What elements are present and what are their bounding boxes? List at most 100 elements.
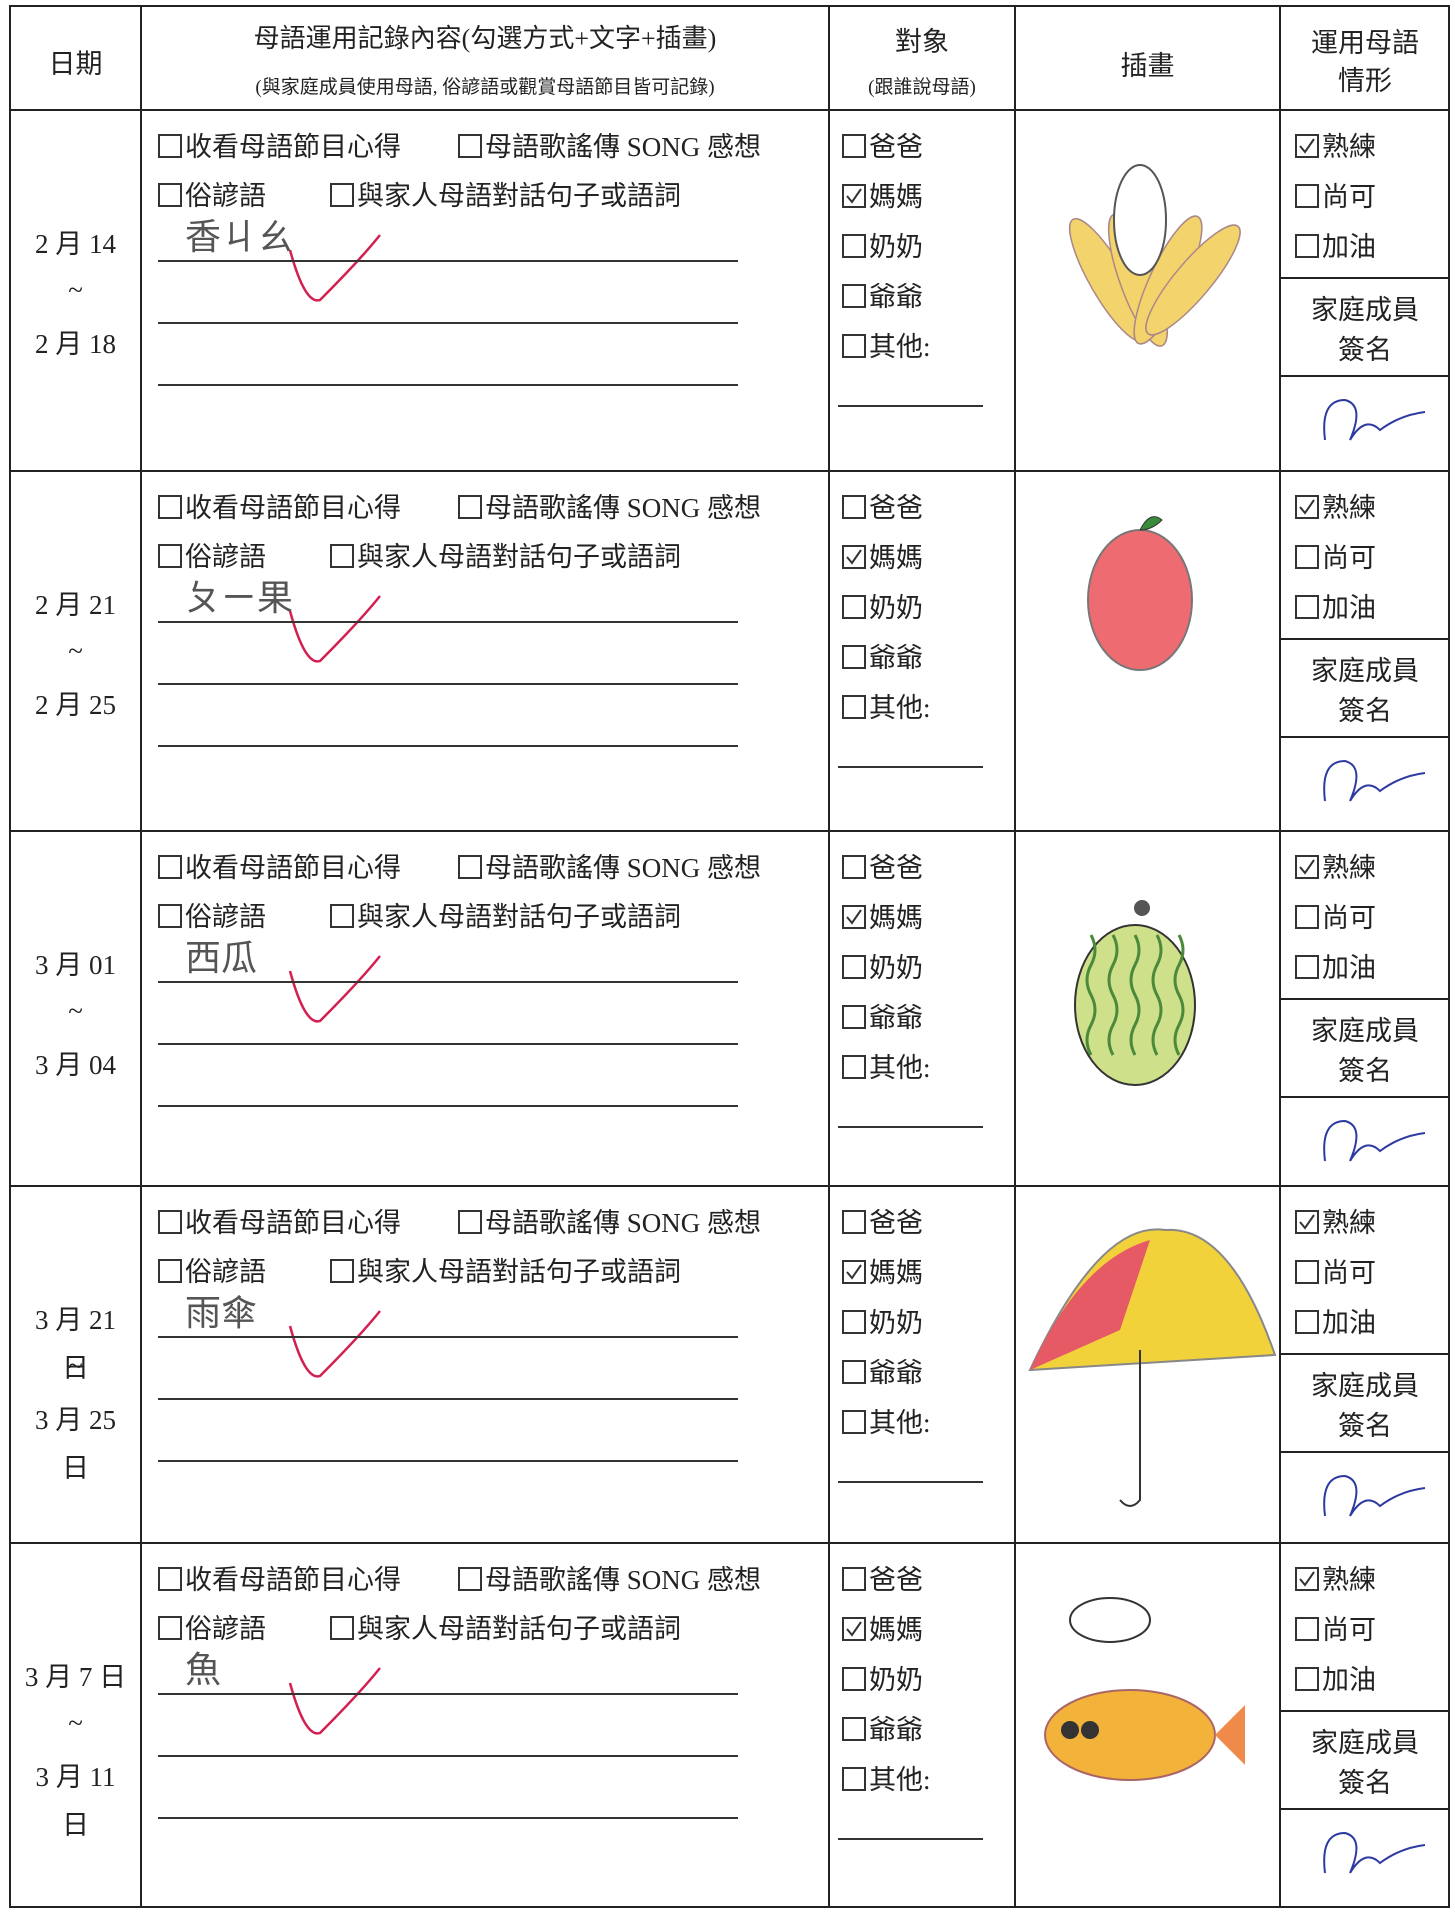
option-label: 俗諺語 xyxy=(185,1257,266,1287)
usage-option: 加油 xyxy=(1295,225,1376,264)
date-to: 3 月 04 xyxy=(35,1050,116,1080)
checkbox xyxy=(1295,855,1319,879)
range-sep: ~ xyxy=(68,636,83,666)
date-from: 3 月 21 日 xyxy=(35,1305,116,1383)
header-content: 母語運用記錄內容(勾選方式+文字+插畫) xyxy=(253,24,717,53)
checkbox xyxy=(842,1310,866,1334)
target-option: 媽媽 xyxy=(842,175,923,214)
target-option: 爸爸 xyxy=(842,846,923,885)
option-label: 爸爸 xyxy=(869,132,923,162)
checkbox xyxy=(1295,545,1319,569)
option-label: 加油 xyxy=(1322,232,1376,262)
target-option: 爺爺 xyxy=(842,1351,923,1390)
checkbox xyxy=(1295,1617,1319,1641)
content-option: 母語歌謠傳 SONG 感想 xyxy=(458,1558,761,1597)
stroke xyxy=(1173,934,1185,1056)
option-label: 媽媽 xyxy=(869,1258,923,1288)
option-label: 母語歌謠傳 SONG 感想 xyxy=(485,132,762,162)
option-label: 熟練 xyxy=(1322,1565,1376,1595)
option-label: 其他: xyxy=(869,1765,931,1795)
ruled-line xyxy=(158,1693,738,1695)
ruled-line xyxy=(158,1398,738,1400)
checkbox xyxy=(842,1717,866,1741)
option-label: 與家人母語對話句子或語詞 xyxy=(357,181,681,211)
option-label: 加油 xyxy=(1322,1665,1376,1695)
option-label: 熟練 xyxy=(1322,132,1376,162)
checkbox xyxy=(842,1210,866,1234)
content-option: 俗諺語 xyxy=(158,895,266,934)
stroke xyxy=(1139,516,1163,531)
content-option: 與家人母語對話句子或語詞 xyxy=(330,174,681,213)
option-label: 媽媽 xyxy=(869,543,923,573)
checkbox xyxy=(1295,495,1319,519)
option-label: 奶奶 xyxy=(869,593,923,623)
date-to: 2 月 25 xyxy=(35,690,116,720)
handwritten-word: 雨傘 xyxy=(185,1293,258,1334)
ruled-line xyxy=(158,1460,738,1462)
target-option: 其他: xyxy=(842,1401,931,1440)
checkbox xyxy=(330,1259,354,1283)
handwritten-word: 西瓜 xyxy=(185,938,258,979)
content-option: 俗諺語 xyxy=(158,1607,266,1646)
usage-option: 熟練 xyxy=(1295,846,1376,885)
checkbox xyxy=(1295,184,1319,208)
checkbox xyxy=(330,544,354,568)
checkbox xyxy=(842,595,866,619)
stroke xyxy=(1030,1240,1150,1370)
checkbox xyxy=(842,905,866,929)
option-label: 爸爸 xyxy=(869,1208,923,1238)
option-label: 尚可 xyxy=(1322,1258,1376,1288)
content-option: 俗諺語 xyxy=(158,1250,266,1289)
option-label: 奶奶 xyxy=(869,953,923,983)
content-option: 收看母語節目心得 xyxy=(158,486,401,525)
option-label: 尚可 xyxy=(1322,1615,1376,1645)
target-option: 奶奶 xyxy=(842,946,923,985)
ruled-line xyxy=(158,683,738,685)
option-label: 與家人母語對話句子或語詞 xyxy=(357,1614,681,1644)
usage-option: 熟練 xyxy=(1295,125,1376,164)
checkbox xyxy=(842,1055,866,1079)
usage-option: 尚可 xyxy=(1295,1251,1376,1290)
target-option: 爸爸 xyxy=(842,1201,923,1240)
target-option: 爸爸 xyxy=(842,125,923,164)
option-label: 俗諺語 xyxy=(185,181,266,211)
ruled-line xyxy=(838,1838,983,1840)
usage-option: 加油 xyxy=(1295,1301,1376,1340)
option-label: 與家人母語對話句子或語詞 xyxy=(357,542,681,572)
checkbox xyxy=(158,1616,182,1640)
target-option: 其他: xyxy=(842,1046,931,1085)
option-label: 尚可 xyxy=(1322,182,1376,212)
option-label: 與家人母語對話句子或語詞 xyxy=(357,902,681,932)
header-date: 日期 xyxy=(48,49,103,79)
option-label: 爺爺 xyxy=(869,1358,923,1388)
usage-option: 熟練 xyxy=(1295,1201,1376,1240)
content-option: 與家人母語對話句子或語詞 xyxy=(330,1607,681,1646)
checkbox xyxy=(842,495,866,519)
option-label: 奶奶 xyxy=(869,1308,923,1338)
target-option: 奶奶 xyxy=(842,225,923,264)
option-label: 收看母語節目心得 xyxy=(185,132,401,162)
checkbox xyxy=(842,134,866,158)
date-from: 2 月 21 xyxy=(35,590,116,620)
option-label: 收看母語節目心得 xyxy=(185,853,401,883)
option-label: 媽媽 xyxy=(869,182,923,212)
target-option: 爺爺 xyxy=(842,636,923,675)
option-label: 其他: xyxy=(869,332,931,362)
ruled-line xyxy=(158,1755,738,1757)
target-option: 其他: xyxy=(842,686,931,725)
signature-label: 家庭成員簽名 xyxy=(1311,1016,1419,1086)
signature xyxy=(1323,759,1426,802)
signature-label: 家庭成員簽名 xyxy=(1311,295,1419,365)
content-option: 母語歌謠傳 SONG 感想 xyxy=(458,1201,761,1240)
checkbox xyxy=(330,183,354,207)
option-label: 其他: xyxy=(869,1408,931,1438)
ruled-line xyxy=(158,1105,738,1107)
checkbox xyxy=(842,545,866,569)
target-option: 爺爺 xyxy=(842,1708,923,1747)
option-label: 收看母語節目心得 xyxy=(185,1208,401,1238)
teacher-check xyxy=(288,234,381,302)
signature xyxy=(1323,1831,1426,1874)
usage-option: 尚可 xyxy=(1295,1608,1376,1647)
target-option: 媽媽 xyxy=(842,896,923,935)
checkbox xyxy=(458,495,482,519)
